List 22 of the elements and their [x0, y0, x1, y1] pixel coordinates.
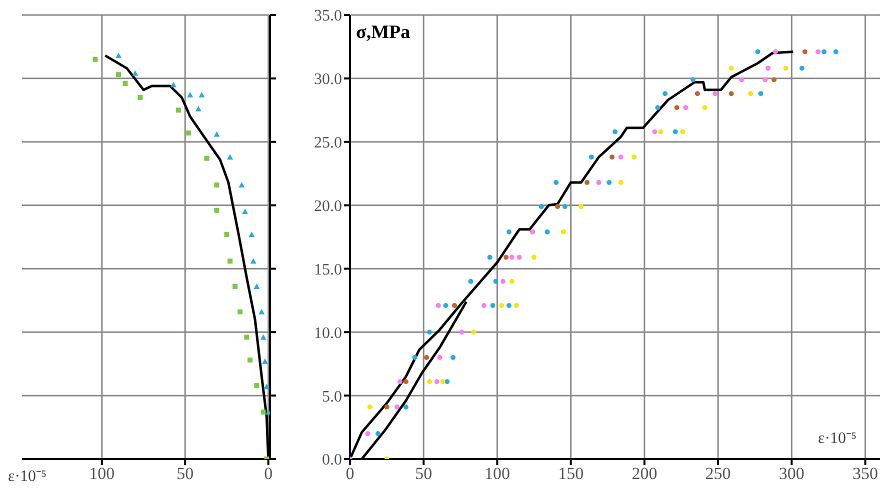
x-tick-label: 0	[264, 464, 273, 484]
y-tick-label: 15.0	[314, 261, 342, 278]
y-tick-label: 0.0	[322, 452, 342, 469]
x-tick-label: 250	[705, 464, 731, 484]
x-axis-title: ε·10⁻⁵	[818, 426, 857, 448]
y-tick-label: 20.0	[314, 198, 342, 215]
x-tick-label: 300	[778, 464, 804, 484]
y-tick-label: 10.0	[314, 324, 342, 342]
y-tick-label: 5.0	[322, 388, 342, 406]
y-axis-title: σ,MPa	[356, 22, 410, 44]
x-tick-label: 350	[852, 464, 878, 484]
x-tick-label: 50	[415, 464, 432, 484]
x-tick-label: 100	[89, 464, 115, 484]
y-tick-label: 35.0	[314, 8, 342, 25]
x-axis-title: ε·10⁻⁵	[8, 464, 47, 486]
x-tick-label: 0	[346, 464, 354, 484]
x-tick-label: 200	[632, 464, 658, 484]
x-tick-label: 50	[176, 464, 194, 484]
y-tick-label: 30.0	[314, 71, 342, 88]
y-tick-label: 25.0	[314, 134, 342, 152]
x-tick-label: 150	[558, 464, 584, 484]
x-tick-label: 100	[484, 464, 510, 484]
